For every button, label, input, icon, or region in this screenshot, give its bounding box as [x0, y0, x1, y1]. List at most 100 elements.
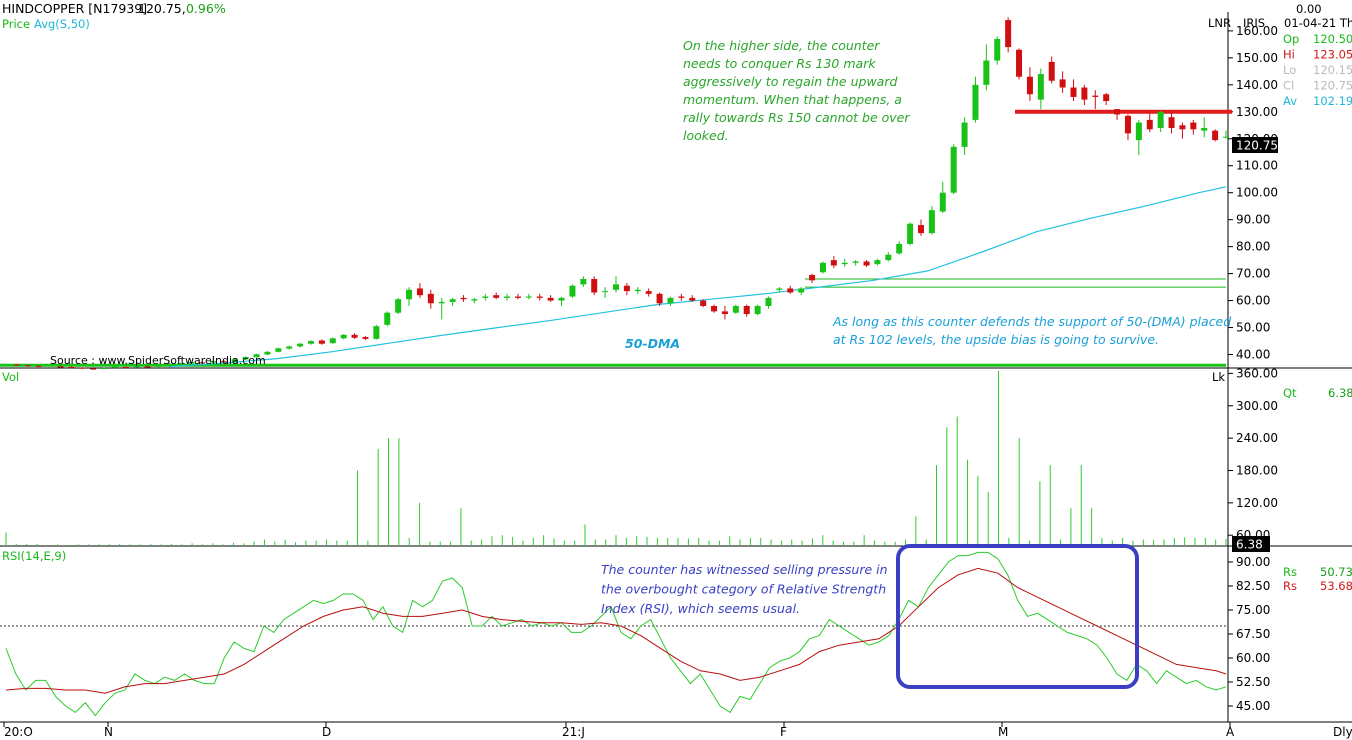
candle-body — [602, 291, 609, 293]
candle-body — [1048, 61, 1055, 81]
candle-body — [199, 362, 206, 364]
candle — [841, 258, 848, 267]
candle-body — [852, 261, 859, 263]
candle-body — [950, 146, 957, 193]
candle-body — [166, 363, 173, 366]
rsi-highlight-box — [896, 544, 1139, 689]
candle — [1037, 68, 1044, 110]
candle — [362, 336, 369, 341]
candle — [220, 359, 227, 363]
candle-body — [482, 296, 489, 298]
ohlc-label: Hi — [1283, 48, 1295, 62]
candle-body — [634, 289, 641, 292]
candle-body — [907, 223, 914, 244]
price-tick-label: 80.00 — [1236, 240, 1270, 254]
candle — [765, 296, 772, 309]
candle-body — [558, 297, 565, 301]
candle — [471, 297, 478, 304]
candle — [798, 287, 805, 296]
last-price-tag: 120.75 — [1232, 137, 1278, 153]
candle-body — [830, 260, 837, 266]
candle — [754, 304, 761, 316]
dma-label: 50-DMA — [625, 336, 680, 351]
candle-body — [645, 291, 652, 294]
candle-body — [754, 305, 761, 315]
x-axis: 20:O N D 21:J F M A Dly — [3, 722, 1352, 739]
candle-body — [1016, 49, 1023, 77]
candle — [177, 362, 184, 366]
candle — [111, 366, 118, 368]
price-tick-label: 150.00 — [1236, 51, 1278, 65]
annotation-line: the overbought category of Relative Stre… — [601, 582, 886, 597]
candle-body — [1157, 111, 1164, 128]
candle — [318, 339, 325, 345]
rs-value: 50.73 — [1320, 565, 1352, 579]
header-price: 120.75, — [138, 1, 186, 16]
candle — [994, 36, 1001, 65]
ohlc-label: Av — [1283, 94, 1297, 108]
annotation-line: at Rs 102 levels, the upside bias is goi… — [833, 332, 1159, 347]
candle-body — [1026, 76, 1033, 95]
ohlc-value: 102.19 — [1313, 94, 1352, 108]
price-tick-label: 100.00 — [1236, 186, 1278, 200]
candle — [384, 311, 391, 327]
candle — [504, 293, 511, 301]
price-level-lines — [0, 109, 1232, 367]
candle-body — [144, 366, 151, 368]
x-tick-label: D — [322, 725, 331, 739]
volume-tick-label: 240.00 — [1236, 431, 1278, 445]
candle-body — [460, 297, 467, 300]
candlesticks — [3, 17, 1229, 370]
candle-body — [1201, 127, 1208, 131]
candle — [885, 252, 892, 262]
candle — [35, 365, 42, 368]
candle-body — [3, 363, 9, 365]
volume-tick-label: 300.00 — [1236, 399, 1278, 413]
candle — [460, 295, 467, 302]
x-tick-label: N — [104, 725, 113, 739]
candle — [3, 363, 9, 366]
candle — [188, 361, 195, 365]
annotation-line: The counter has witnessed selling pressu… — [601, 562, 888, 577]
rsi-tick-label: 52.50 — [1236, 675, 1270, 689]
volume-right-label: Lk — [1212, 370, 1225, 384]
source-credit: Source : www.SpiderSoftwareIndia.com — [50, 354, 266, 367]
candle — [700, 299, 707, 308]
rsi-label: RSI(14,E,9) — [2, 549, 66, 563]
candle — [721, 305, 728, 320]
candle — [580, 276, 587, 288]
candle — [482, 293, 489, 301]
annotation-line: looked. — [683, 128, 729, 143]
candle — [406, 287, 413, 306]
candle — [1026, 67, 1033, 101]
provider-label: IRIS — [1243, 16, 1265, 30]
scale-mode[interactable]: LNR — [1208, 16, 1231, 30]
candle — [1146, 113, 1153, 133]
annotation-line: momentum. When that happens, a — [683, 92, 902, 107]
candle-body — [896, 243, 903, 254]
price-tick-label: 90.00 — [1236, 213, 1270, 227]
top-right-value: 0.00 — [1296, 2, 1322, 16]
candle — [253, 353, 260, 358]
candle-body — [918, 225, 924, 234]
candle — [46, 365, 53, 367]
candle-body — [667, 297, 674, 304]
candle-body — [569, 285, 576, 297]
candle — [1070, 79, 1077, 101]
candle-body — [547, 297, 554, 301]
candle-body — [384, 312, 391, 325]
candle-body — [1059, 79, 1066, 88]
candle — [308, 340, 314, 345]
candle — [514, 293, 521, 300]
candle — [449, 297, 456, 306]
candle — [787, 285, 794, 294]
candle — [286, 345, 293, 350]
candle-body — [1223, 136, 1229, 138]
candle — [1135, 119, 1142, 155]
candle — [743, 304, 750, 317]
candle — [525, 293, 532, 300]
candle — [918, 219, 924, 236]
candle-body — [35, 365, 42, 367]
annotation-line: As long as this counter defends the supp… — [832, 314, 1231, 329]
candle-body — [874, 260, 881, 265]
